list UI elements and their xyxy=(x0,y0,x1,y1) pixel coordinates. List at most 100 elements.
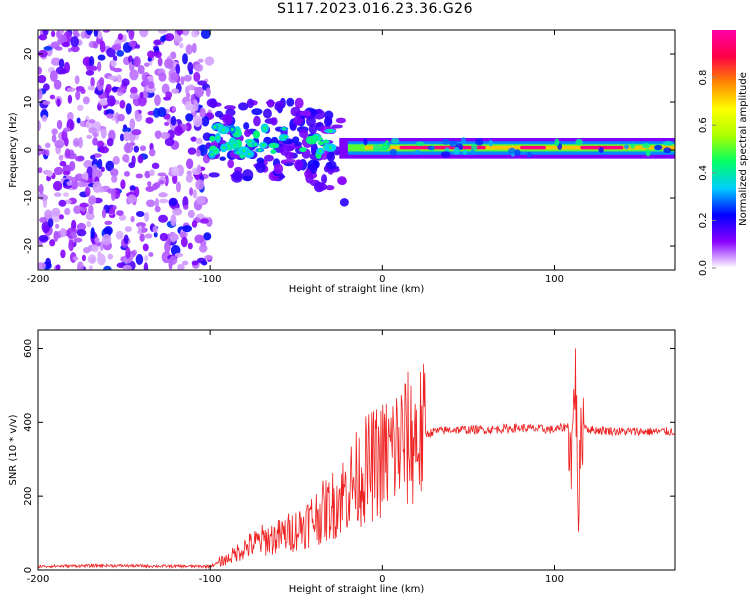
heat-cell xyxy=(139,30,149,38)
heat-cell xyxy=(38,74,47,84)
heat-cell xyxy=(192,115,202,128)
heat-cell xyxy=(186,158,194,170)
heat-cell xyxy=(110,168,119,177)
heat-cell xyxy=(119,214,127,221)
heat-cell xyxy=(508,147,516,155)
y-tick-label: 20 xyxy=(23,48,34,61)
heat-cell xyxy=(194,234,205,244)
heat-cell xyxy=(59,227,67,238)
heat-cell xyxy=(158,179,165,185)
heat-cell xyxy=(105,160,115,172)
heat-cell xyxy=(55,264,61,270)
heat-cell xyxy=(38,184,44,194)
heat-cell xyxy=(129,185,136,191)
heat-cell xyxy=(116,87,127,93)
heat-cell xyxy=(194,63,204,72)
x-tick-label: -200 xyxy=(27,274,50,285)
heat-cell xyxy=(195,179,205,191)
colorbar xyxy=(712,30,736,268)
heat-cell xyxy=(86,134,93,140)
heat-cell xyxy=(262,108,272,119)
heat-cell xyxy=(191,260,199,266)
heat-cell xyxy=(92,164,98,173)
heat-cell xyxy=(38,167,43,174)
heat-cell xyxy=(227,159,235,169)
heat-cell xyxy=(183,74,192,82)
heat-cell xyxy=(112,156,120,165)
heat-cell xyxy=(83,159,94,169)
heat-cell xyxy=(103,225,113,236)
heat-cell xyxy=(66,111,74,122)
heat-cell xyxy=(238,102,249,111)
heat-cell xyxy=(51,128,58,135)
heat-cell xyxy=(127,194,137,204)
heat-cell xyxy=(182,225,192,233)
heat-cell xyxy=(299,110,312,116)
heat-cell xyxy=(216,136,220,140)
heat-cell xyxy=(154,51,162,58)
heat-cell xyxy=(331,124,343,129)
heat-cell xyxy=(427,145,435,151)
heat-cell xyxy=(337,176,347,185)
colorbar-tick-label: 0.0 xyxy=(698,260,709,276)
heat-cell xyxy=(123,234,129,245)
heat-cell xyxy=(168,197,178,207)
heat-cell xyxy=(79,202,90,208)
heat-cell xyxy=(219,156,226,161)
heat-cell xyxy=(222,114,233,125)
heat-cell xyxy=(137,229,142,235)
heat-cell xyxy=(135,211,145,217)
heat-cell xyxy=(187,147,197,155)
heat-cell xyxy=(100,126,107,139)
heat-cell xyxy=(326,151,336,162)
heat-cell xyxy=(182,196,189,209)
heat-cell xyxy=(72,137,81,148)
heat-cell xyxy=(185,113,194,122)
heat-cell xyxy=(54,139,65,149)
heat-cell xyxy=(470,149,475,155)
heat-cell xyxy=(161,83,170,95)
heat-cell xyxy=(122,264,132,270)
heat-cell xyxy=(102,30,111,33)
heat-cell xyxy=(138,96,147,107)
heat-cell xyxy=(129,92,140,100)
heat-cell xyxy=(139,92,144,99)
heat-cell xyxy=(232,170,243,181)
heat-cell xyxy=(142,243,149,252)
heat-cell xyxy=(90,227,95,240)
heat-cell xyxy=(77,181,86,188)
heat-cell xyxy=(88,127,98,134)
heat-cell xyxy=(196,164,202,174)
heat-cell xyxy=(100,100,108,106)
heat-cell xyxy=(175,181,181,193)
heat-cell xyxy=(130,215,135,223)
heat-cell xyxy=(248,139,252,143)
heat-cell xyxy=(123,142,134,154)
colorbar-tick-label: 0.8 xyxy=(698,70,709,86)
heat-cell xyxy=(139,233,145,242)
heat-cell xyxy=(144,212,150,222)
heat-cell xyxy=(99,40,106,53)
heat-cell xyxy=(462,149,468,156)
heat-cell xyxy=(95,37,103,44)
heat-cell xyxy=(199,218,209,224)
snr-frame xyxy=(37,329,676,571)
heat-cell xyxy=(453,146,460,155)
heat-cell xyxy=(98,146,105,153)
heat-cell xyxy=(488,139,493,147)
heat-cell xyxy=(372,144,382,152)
heat-cell xyxy=(111,175,118,183)
heat-cell xyxy=(96,140,105,149)
heat-cell xyxy=(197,58,204,63)
heat-cell xyxy=(193,100,199,112)
heat-cell xyxy=(170,166,180,176)
heat-cell xyxy=(55,223,60,229)
heat-cell xyxy=(97,61,102,72)
heat-cell xyxy=(87,254,97,264)
heat-cell xyxy=(157,30,168,34)
heat-cell xyxy=(170,72,179,81)
heat-cell xyxy=(186,92,191,98)
heat-cell xyxy=(175,37,183,42)
heat-cell xyxy=(58,199,67,207)
heat-cell xyxy=(201,260,208,266)
